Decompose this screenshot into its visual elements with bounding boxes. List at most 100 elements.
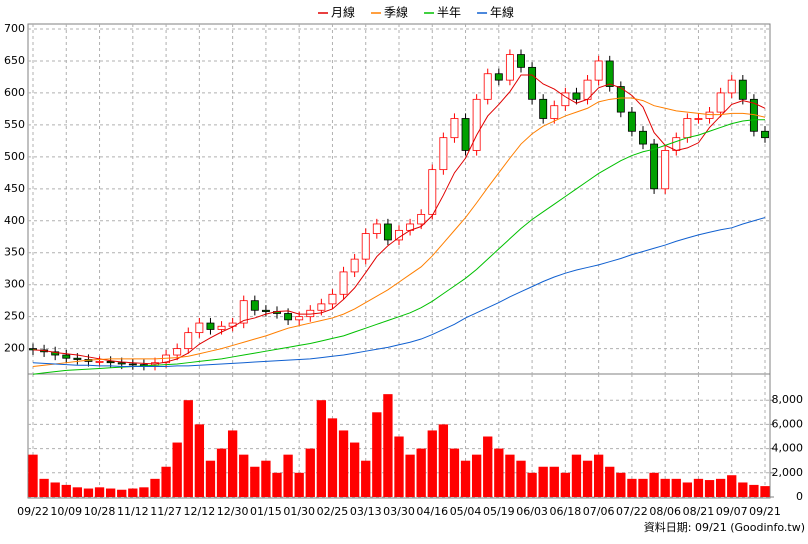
x-tick-label: 08/06 (649, 505, 681, 518)
volume-bar (183, 400, 193, 497)
y2-tick-label: 0 (796, 490, 803, 503)
volume-bar (316, 400, 327, 497)
volume-bar (216, 448, 227, 497)
volume-bar (150, 478, 160, 497)
candle-body (550, 105, 559, 119)
candle-body (128, 363, 137, 366)
volume-bar (427, 430, 437, 497)
x-tick-label: 05/04 (450, 505, 482, 518)
x-tick-label: 12/30 (217, 505, 249, 518)
volume-bar (105, 488, 116, 497)
volume-bar (294, 472, 304, 497)
candle-body (417, 213, 426, 225)
volume-bar (139, 487, 149, 497)
volume-bar (549, 466, 559, 497)
volume-bar (283, 454, 293, 497)
candle-body (184, 332, 193, 350)
candle-body (705, 111, 714, 119)
candle-body (528, 66, 537, 100)
y-tick-label: 700 (4, 22, 25, 35)
volume-bar (560, 472, 571, 497)
x-tick-label: 08/21 (683, 505, 715, 518)
y2-tick-label: 6,000 (772, 417, 804, 430)
volume-bar (194, 424, 205, 497)
y-tick-label: 400 (4, 214, 25, 227)
x-tick-label: 09/22 (17, 505, 49, 518)
volume-bar (349, 442, 360, 497)
volume-bar (682, 482, 693, 497)
ma-line (32, 119, 765, 375)
volume-bar (239, 454, 249, 497)
candle-body (716, 92, 725, 113)
candle-body (350, 258, 359, 273)
legend-label: 月線 (331, 5, 355, 20)
x-tick-label: 10/28 (84, 505, 116, 518)
x-tick-label: 06/18 (550, 505, 582, 518)
candle-body (206, 322, 215, 330)
y-tick-label: 550 (4, 118, 25, 131)
volume-bar (593, 454, 604, 497)
volume-bar (749, 484, 759, 497)
candle-body (217, 325, 226, 330)
candle-body (605, 60, 614, 87)
candle-body (727, 79, 736, 94)
y-tick-label: 250 (4, 310, 25, 323)
candle-body (284, 313, 293, 321)
candle-body (428, 169, 437, 215)
candle-body (439, 137, 448, 171)
volume-bar (405, 454, 415, 497)
candle-body (317, 303, 326, 311)
volume-bar (582, 460, 593, 497)
volume-bar (372, 412, 382, 497)
candle-body (62, 354, 71, 359)
volume-bar (605, 466, 615, 497)
candle-body (472, 98, 481, 151)
volume-bar (272, 472, 282, 497)
candle-body (361, 233, 370, 260)
candle-body (616, 86, 625, 113)
candle-body (572, 92, 581, 100)
ma-line (32, 217, 766, 368)
legend-label: 半年 (437, 6, 461, 20)
x-tick-label: 07/22 (616, 505, 648, 518)
legend-label: 年線 (490, 5, 514, 20)
volume-bar (61, 484, 71, 497)
volume-bar (416, 448, 426, 497)
volume-bar (128, 488, 138, 497)
volume-bar (50, 482, 60, 497)
volume-bar (727, 475, 737, 497)
volume-bar (338, 430, 349, 497)
y2-tick-label: 4,000 (772, 442, 804, 455)
y-tick-label: 600 (4, 86, 25, 99)
candle-body (483, 73, 492, 100)
candle-body (95, 361, 104, 363)
y-tick-label: 500 (4, 150, 25, 163)
x-tick-label: 03/13 (350, 505, 382, 518)
x-tick-label: 02/25 (317, 505, 349, 518)
volume-bar (117, 489, 127, 497)
footnote: 資料日期: 09/21 (Goodinfo.tw) (644, 520, 805, 534)
candle-body (195, 322, 204, 334)
y2-tick-label: 2,000 (772, 466, 804, 479)
candle-body (51, 351, 60, 356)
volume-bar (161, 466, 171, 497)
candle-body (517, 54, 525, 68)
y-tick-label: 300 (4, 278, 25, 291)
x-tick-label: 01/30 (283, 505, 315, 518)
volume-bar (72, 487, 83, 497)
x-tick-label: 01/15 (250, 505, 282, 518)
x-tick-label: 09/21 (749, 505, 781, 518)
volume-bar (527, 472, 537, 497)
volume-bar (250, 466, 260, 497)
x-tick-label: 12/12 (184, 505, 216, 518)
candle-body (250, 300, 259, 311)
volume-bar (172, 442, 182, 497)
candle-body (106, 361, 115, 364)
y-tick-label: 200 (4, 342, 25, 355)
y-tick-label: 650 (4, 54, 25, 67)
candle-body (494, 73, 503, 81)
volume-bar (616, 472, 626, 497)
candle-body (173, 348, 182, 356)
